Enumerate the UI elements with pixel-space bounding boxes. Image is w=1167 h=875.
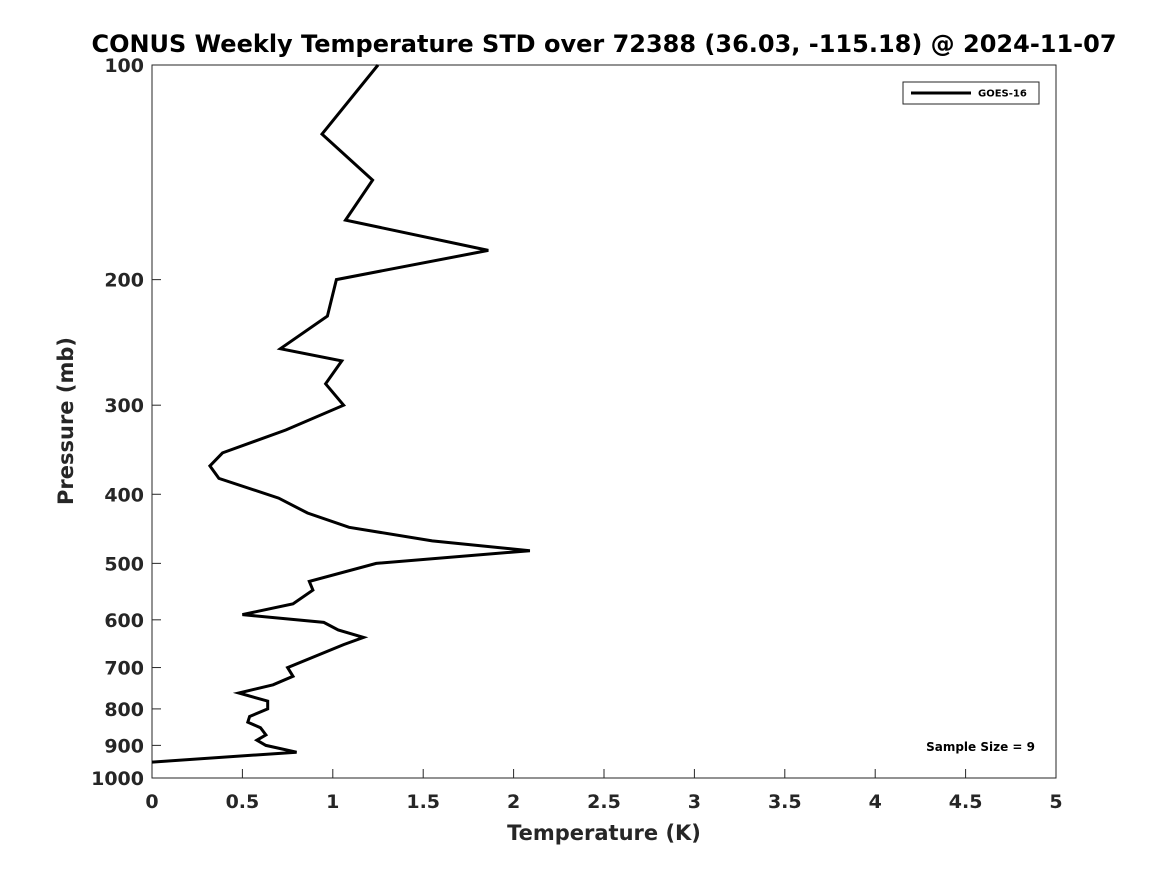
x-tick-label: 4	[869, 791, 882, 813]
x-axis-label: Temperature (K)	[507, 821, 701, 845]
chart-title: CONUS Weekly Temperature STD over 72388 …	[91, 30, 1116, 58]
y-tick-label: 300	[104, 395, 144, 417]
x-tick-label: 3	[688, 791, 701, 813]
sample-size-annotation: Sample Size = 9	[926, 740, 1035, 754]
x-tick-label: 2.5	[587, 791, 621, 813]
x-tick-label: 1.5	[406, 791, 440, 813]
x-tick-label: 0.5	[226, 791, 260, 813]
plot-area	[151, 64, 1057, 779]
y-tick-label: 1000	[91, 768, 144, 790]
y-tick-label: 900	[104, 735, 144, 757]
y-tick-label: 200	[104, 270, 144, 292]
y-axis-label: Pressure (mb)	[54, 337, 78, 505]
x-axis-ticks: 0 0.5 1 1.5 2 2.5 3 3.5 4 4.5 5	[145, 769, 1063, 813]
series-layer	[151, 64, 531, 764]
y-tick-label: 600	[104, 610, 144, 632]
y-tick-label: 800	[104, 699, 144, 721]
y-tick-label: 400	[104, 484, 144, 506]
x-tick-label: 1	[326, 791, 339, 813]
y-axis-ticks: 100 200 300 400 500 600 700 800 900 1000	[91, 55, 161, 790]
legend-label-goes-16: GOES-16	[978, 89, 1027, 100]
x-tick-label: 4.5	[949, 791, 983, 813]
x-tick-label: 3.5	[768, 791, 802, 813]
series-line-goes-16	[151, 64, 531, 764]
x-tick-label: 2	[507, 791, 520, 813]
legend: GOES-16	[902, 81, 1040, 105]
y-tick-label: 700	[104, 658, 144, 680]
y-tick-label: 100	[104, 55, 144, 77]
y-tick-label: 500	[104, 553, 144, 575]
x-tick-label: 5	[1049, 791, 1062, 813]
x-tick-label: 0	[145, 791, 158, 813]
